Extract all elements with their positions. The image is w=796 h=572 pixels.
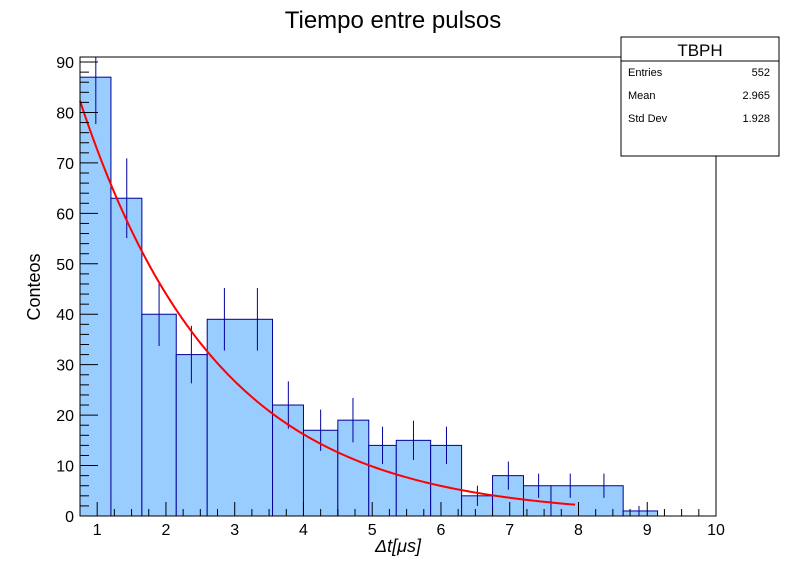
y-tick-label: 60: [56, 206, 74, 223]
stats-entries-value: 552: [752, 67, 770, 79]
plot-frame: [79, 56, 717, 517]
x-tick-label: 9: [643, 522, 652, 539]
y-tick-label: 50: [56, 257, 74, 274]
histogram-bar: [550, 485, 624, 517]
y-axis-label: Conteos: [24, 253, 44, 320]
y-tick-label: 70: [56, 156, 74, 173]
x-tick-label: 8: [574, 522, 583, 539]
y-tick-label: 30: [56, 358, 74, 375]
histogram-bar: [110, 197, 143, 517]
y-tick-label: 0: [65, 509, 74, 526]
stats-box-frame: [620, 36, 780, 157]
y-tick-label: 80: [56, 105, 74, 122]
x-tick-label: 3: [230, 522, 239, 539]
histogram-bar: [79, 76, 112, 517]
y-tick-label: 10: [56, 459, 74, 476]
stats-std-value: 1.928: [742, 113, 770, 125]
chart-title: Tiempo entre pulsos: [285, 7, 502, 34]
y-tick-label: 20: [56, 408, 74, 425]
histogram-bar: [206, 318, 274, 517]
x-tick-label: 5: [368, 522, 377, 539]
stats-box: TBPH Entries 552 Mean 2.965 Std Dev 1.92…: [620, 36, 780, 157]
stats-box-name: TBPH: [677, 41, 722, 60]
error-bars: [95, 57, 640, 516]
x-tick-label: 2: [161, 522, 170, 539]
stats-mean-value: 2.965: [742, 90, 770, 102]
stats-std-label: Std Dev: [628, 113, 668, 125]
y-axis-ticks: 0 10 20 30 40 50 60 70 80 90: [56, 55, 98, 526]
stats-entries-label: Entries: [628, 67, 663, 79]
fit-curve-layer: [79, 100, 576, 506]
x-tick-label: 10: [707, 522, 725, 539]
x-axis-ticks: 1 2 3 4 5 6 7 8 9 10: [93, 502, 725, 539]
histogram-bar: [141, 313, 177, 517]
x-tick-label: 1: [93, 522, 102, 539]
y-tick-label: 40: [56, 307, 74, 324]
x-tick-label: 7: [505, 522, 514, 539]
x-tick-label: 6: [437, 522, 446, 539]
x-tick-label: 4: [299, 522, 308, 539]
stats-mean-label: Mean: [628, 90, 656, 102]
x-axis-label: Δt[μs]: [374, 536, 422, 556]
y-tick-label: 90: [56, 55, 74, 72]
histogram-bar: [622, 510, 659, 517]
fit-curve: [79, 100, 576, 506]
